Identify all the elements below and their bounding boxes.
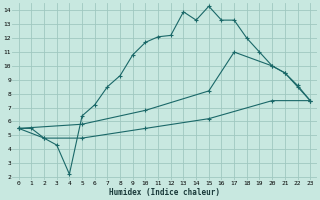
X-axis label: Humidex (Indice chaleur): Humidex (Indice chaleur) [109,188,220,197]
